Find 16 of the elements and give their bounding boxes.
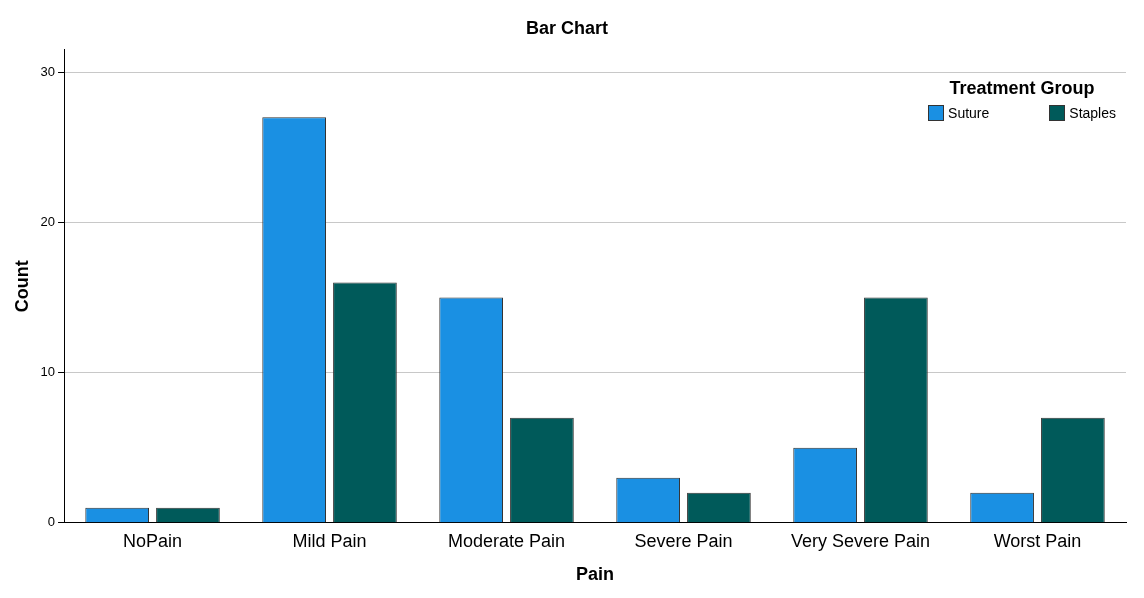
x-axis-title: Pain	[576, 564, 615, 585]
x-tick-label: Mild Pain	[292, 530, 367, 551]
x-tick-label: NoPain	[123, 530, 183, 551]
y-tick-label: 30	[40, 63, 56, 79]
y-tick-label: 10	[40, 364, 56, 380]
x-tick-label: Moderate Pain	[448, 530, 566, 551]
x-tick-label: Severe Pain	[634, 530, 733, 551]
chart-title: Bar Chart	[525, 17, 609, 38]
legend-label: Suture	[948, 105, 990, 121]
x-tick-label: Very Severe Pain	[790, 530, 931, 551]
y-axis-title: Count	[11, 260, 32, 313]
x-tick-label: Worst Pain	[993, 530, 1082, 551]
legend-label: Staples	[1069, 105, 1116, 121]
y-tick-label: 20	[40, 213, 56, 229]
legend-title: Treatment Group	[948, 78, 1096, 99]
y-tick-label: 0	[47, 514, 56, 530]
